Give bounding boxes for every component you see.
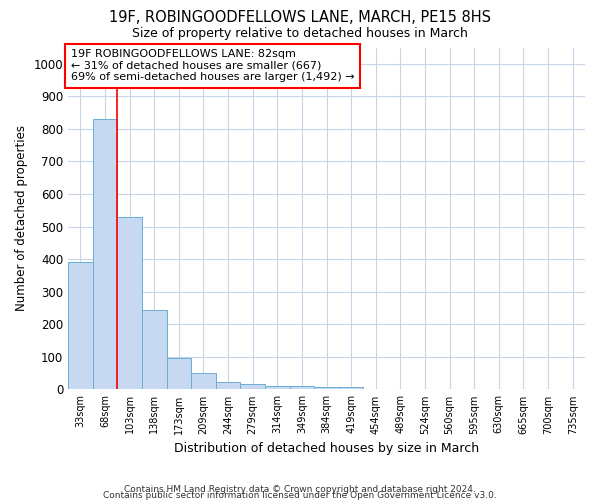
Text: Contains HM Land Registry data © Crown copyright and database right 2024.: Contains HM Land Registry data © Crown c… <box>124 485 476 494</box>
Bar <box>68 262 92 390</box>
Y-axis label: Number of detached properties: Number of detached properties <box>15 126 28 312</box>
Bar <box>92 119 117 390</box>
X-axis label: Distribution of detached houses by size in March: Distribution of detached houses by size … <box>174 442 479 455</box>
Bar <box>241 384 265 390</box>
Text: 19F ROBINGOODFELLOWS LANE: 82sqm
← 31% of detached houses are smaller (667)
69% : 19F ROBINGOODFELLOWS LANE: 82sqm ← 31% o… <box>71 49 354 82</box>
Bar <box>290 386 314 390</box>
Text: 19F, ROBINGOODFELLOWS LANE, MARCH, PE15 8HS: 19F, ROBINGOODFELLOWS LANE, MARCH, PE15 … <box>109 10 491 25</box>
Bar <box>265 386 290 390</box>
Bar <box>167 358 191 390</box>
Bar <box>117 217 142 390</box>
Text: Contains public sector information licensed under the Open Government Licence v3: Contains public sector information licen… <box>103 490 497 500</box>
Bar <box>142 310 167 390</box>
Bar <box>314 387 339 390</box>
Text: Size of property relative to detached houses in March: Size of property relative to detached ho… <box>132 28 468 40</box>
Bar <box>339 387 364 390</box>
Bar <box>216 382 241 390</box>
Bar <box>191 373 216 390</box>
